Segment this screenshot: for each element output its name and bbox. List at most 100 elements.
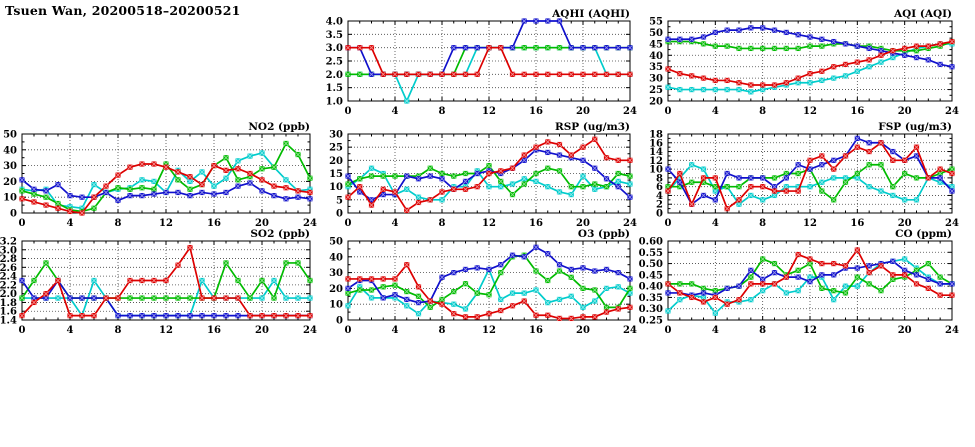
svg-text:35: 35 [649, 62, 663, 73]
svg-text:2: 2 [656, 200, 663, 211]
svg-text:30: 30 [649, 74, 663, 85]
svg-text:10: 10 [3, 193, 17, 204]
svg-text:12: 12 [159, 325, 173, 336]
svg-text:3.0: 3.0 [0, 245, 17, 256]
svg-text:16: 16 [529, 325, 543, 336]
svg-text:8: 8 [439, 106, 446, 117]
svg-text:12: 12 [803, 218, 817, 229]
svg-text:3.5: 3.5 [326, 30, 343, 41]
chart-no2: 0 10 20 30 40 50 0 4 8 12 16 20 24 NO2 (ppb) [0, 118, 322, 233]
o3-plot: 0 10 20 30 40 50 0 4 8 12 16 20 24 O3 (ppb) [329, 228, 637, 336]
chart-aqhi: 1.0 1.5 2.0 2.5 3.0 3.5 4.0 0 4 8 12 16 20 24 AQHI (AQ… [312, 5, 642, 121]
svg-text:8: 8 [439, 218, 446, 229]
svg-text:2.4: 2.4 [0, 272, 17, 283]
chart-fsp: 0 2 4 6 8 10 12 14 16 18 0 4 8 12 16 20 24 FSP (ug/m3) [632, 118, 964, 233]
svg-text:0.35: 0.35 [639, 293, 663, 304]
svg-text:4: 4 [67, 218, 74, 229]
svg-text:20: 20 [576, 325, 590, 336]
svg-text:24: 24 [945, 325, 959, 336]
svg-text:6: 6 [656, 182, 663, 193]
svg-text:0.60: 0.60 [639, 237, 663, 248]
svg-text:20: 20 [255, 325, 269, 336]
svg-text:20: 20 [898, 218, 912, 229]
svg-text:12: 12 [482, 106, 496, 117]
svg-text:4.0: 4.0 [326, 17, 343, 28]
svg-text:16: 16 [529, 106, 543, 117]
co-plot: 0.250.300.350.400.450.500.550.60 0 4 8 12 16 2… [639, 228, 959, 336]
svg-text:0: 0 [10, 209, 17, 220]
svg-text:25: 25 [649, 85, 663, 96]
svg-text:24: 24 [945, 218, 959, 229]
svg-text:30: 30 [3, 161, 17, 172]
svg-text:40: 40 [649, 51, 663, 62]
so2-plot: 1.41.61.82.02.22.42.62.83.03.2 0 4 8 12 16 20 2… [0, 228, 317, 336]
svg-text:0.25: 0.25 [639, 316, 663, 327]
svg-text:10: 10 [329, 300, 343, 311]
svg-text:45: 45 [649, 39, 663, 50]
svg-text:4: 4 [712, 325, 719, 336]
svg-text:16: 16 [207, 325, 221, 336]
svg-text:20: 20 [898, 106, 912, 117]
svg-text:RSP (ug/m3): RSP (ug/m3) [555, 121, 630, 133]
svg-text:20: 20 [576, 106, 590, 117]
svg-text:0: 0 [336, 316, 343, 327]
svg-text:2.2: 2.2 [0, 280, 17, 291]
svg-text:0: 0 [336, 209, 343, 220]
svg-text:30: 30 [329, 130, 343, 141]
svg-text:16: 16 [850, 106, 864, 117]
svg-text:0: 0 [345, 106, 352, 117]
svg-text:0: 0 [656, 209, 663, 220]
svg-text:3.0: 3.0 [326, 43, 343, 54]
svg-text:4: 4 [67, 325, 74, 336]
svg-text:8: 8 [759, 325, 766, 336]
svg-text:NO2 (ppb): NO2 (ppb) [248, 121, 310, 133]
svg-text:4: 4 [392, 106, 399, 117]
svg-text:20: 20 [329, 284, 343, 295]
svg-text:20: 20 [329, 156, 343, 167]
svg-text:8: 8 [115, 218, 122, 229]
svg-text:O3 (ppb): O3 (ppb) [578, 228, 630, 240]
svg-text:4: 4 [392, 218, 399, 229]
chart-so2: 1.4 1.6 1.8 2.0 2.2 2.4 2.6 2.8 3.0 3.2 0 4 8 12 16 20 2… [0, 225, 322, 340]
svg-text:4: 4 [712, 106, 719, 117]
chart-rsp: 0 5 10 15 20 25 30 0 4 8 12 16 20 24 RSP (ug/m3) [312, 118, 642, 233]
svg-text:8: 8 [656, 173, 663, 184]
svg-text:14: 14 [649, 147, 663, 158]
svg-text:12: 12 [803, 325, 817, 336]
svg-text:0.45: 0.45 [639, 270, 663, 281]
svg-text:8: 8 [115, 325, 122, 336]
svg-text:20: 20 [3, 177, 17, 188]
svg-text:16: 16 [850, 218, 864, 229]
svg-text:1.0: 1.0 [326, 97, 343, 108]
svg-text:AQHI (AQHI): AQHI (AQHI) [551, 8, 630, 20]
svg-text:2.0: 2.0 [0, 289, 17, 300]
svg-text:0: 0 [665, 325, 672, 336]
svg-text:55: 55 [649, 17, 663, 28]
svg-text:0.55: 0.55 [639, 248, 663, 259]
aqhi-plot: 1.0 1.5 2.0 2.5 3.0 3.5 4.0 0 4 8 12 16 20 24 AQHI (AQ… [326, 8, 637, 117]
svg-text:2.0: 2.0 [326, 70, 343, 81]
svg-text:2.5: 2.5 [326, 57, 343, 68]
svg-text:2.8: 2.8 [0, 254, 17, 265]
svg-text:0: 0 [665, 218, 672, 229]
svg-text:0: 0 [19, 218, 26, 229]
chart-co: 0.25 0.30 0.35 0.40 0.45 0.50 0.55 0.60 0 4 8 12 16 2… [632, 225, 964, 340]
svg-text:8: 8 [439, 325, 446, 336]
svg-text:18: 18 [649, 130, 663, 141]
svg-text:SO2 (ppb): SO2 (ppb) [250, 228, 310, 240]
svg-text:10: 10 [649, 165, 663, 176]
svg-text:16: 16 [649, 138, 663, 149]
no2-plot: 0 10 20 30 40 50 0 4 8 12 16 20 24 NO2 (ppb) [3, 121, 317, 229]
svg-text:12: 12 [482, 325, 496, 336]
svg-text:24: 24 [623, 325, 637, 336]
rsp-plot: 0 5 10 15 20 25 30 0 4 8 12 16 20 24 RSP (ug/m3) [329, 121, 637, 229]
svg-text:12: 12 [649, 156, 663, 167]
svg-text:30: 30 [329, 268, 343, 279]
svg-text:0.40: 0.40 [639, 282, 663, 293]
svg-text:10: 10 [329, 182, 343, 193]
svg-text:24: 24 [623, 106, 637, 117]
svg-text:50: 50 [649, 28, 663, 39]
